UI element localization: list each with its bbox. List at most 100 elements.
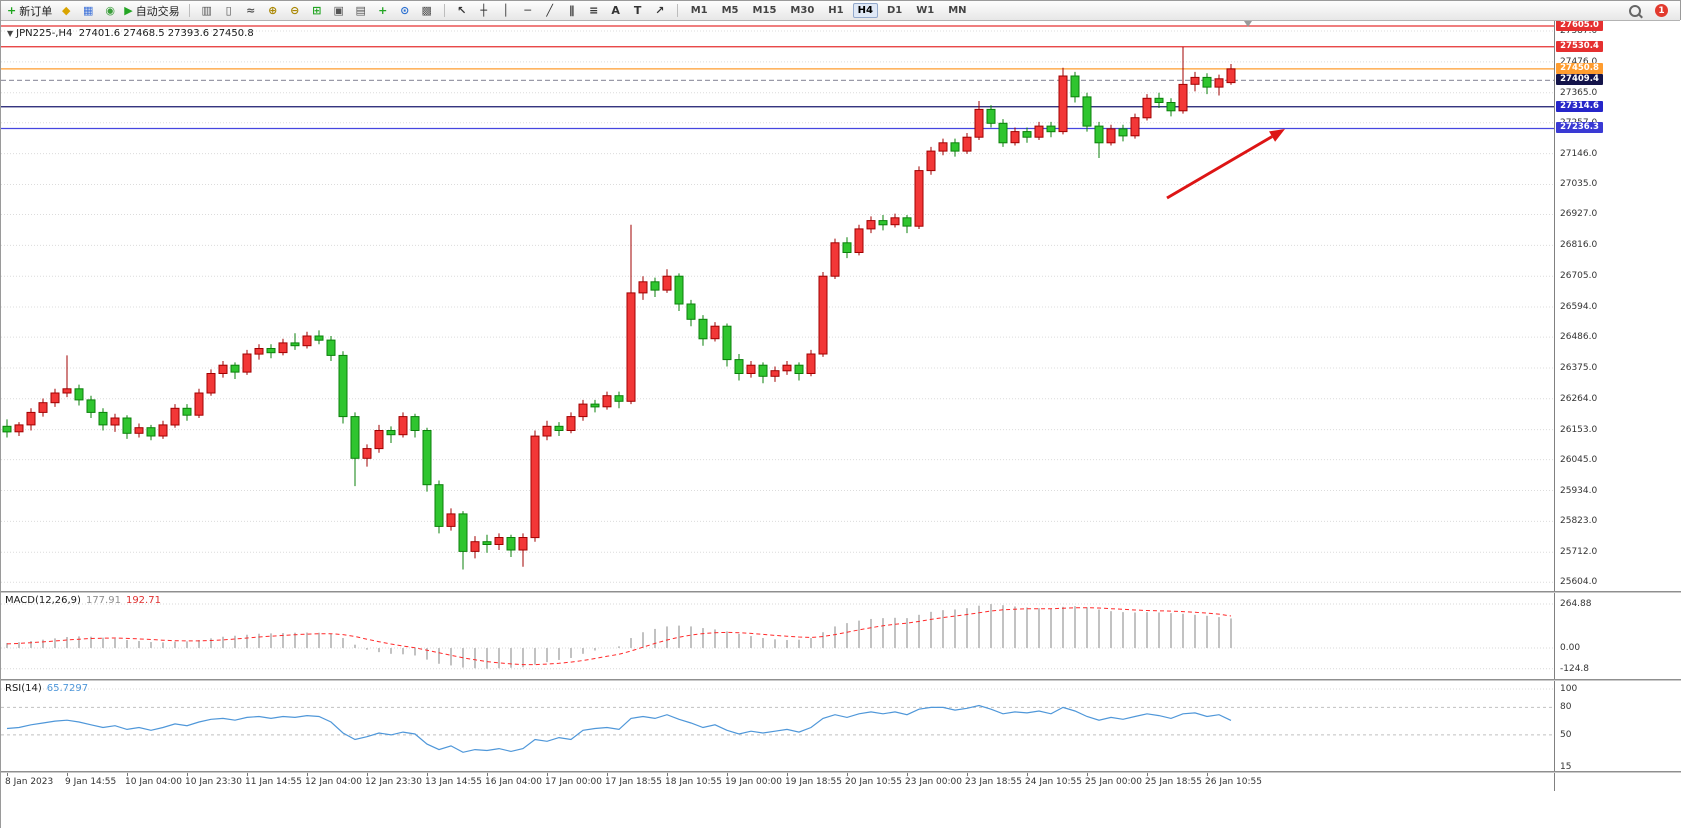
arrow-tools-button[interactable]: ↗ <box>650 3 670 19</box>
toolbar-separator <box>188 4 190 17</box>
time-axis-label: 26 Jan 10:55 <box>1205 777 1262 787</box>
timeframe-mn-button[interactable]: MN <box>948 5 967 16</box>
cursor-button[interactable]: ↖ <box>452 3 472 19</box>
chart-shift-marker[interactable] <box>1244 21 1252 27</box>
bar-chart-button[interactable]: ▥ <box>197 3 217 19</box>
price-axis-label: 25712.0 <box>1560 547 1598 557</box>
timeframe-m30-button[interactable]: M30 <box>790 5 815 16</box>
indicators-icon: + <box>378 4 388 17</box>
price-axis-label: 26705.0 <box>1560 271 1598 281</box>
time-axis-label: 17 Jan 00:00 <box>545 777 602 787</box>
strategy-tester-button[interactable]: ◉ <box>100 3 120 19</box>
time-axis-label: 8 Jan 2023 <box>5 777 54 787</box>
search-button[interactable] <box>1625 3 1645 19</box>
toolbar-separator <box>676 4 678 17</box>
strategy-tester-icon: ◉ <box>105 4 116 17</box>
price-level-chip: 27314.6 <box>1556 101 1603 112</box>
time-axis-label: 24 Jan 10:55 <box>1025 777 1082 787</box>
price-axis-label: 25934.0 <box>1560 486 1598 496</box>
text-label-button[interactable]: T <box>628 3 648 19</box>
time-axis-tick <box>367 773 368 776</box>
chart-title: ▼ JPN225-,H4 27401.6 27468.5 27393.6 2745… <box>7 28 254 39</box>
horizontal-level-lines[interactable] <box>1 25 1554 130</box>
indicators-button[interactable]: + <box>373 3 393 19</box>
profiles-icon: ▦ <box>83 4 94 17</box>
trend-arrow-annotation[interactable] <box>1166 129 1285 200</box>
time-axis[interactable]: 8 Jan 2023 9 Jan 14:55 10 Jan 04:00 10 Jan … <box>1 773 1554 791</box>
price-axis-label: 26264.0 <box>1560 394 1598 404</box>
time-axis-tick <box>1207 773 1208 776</box>
time-axis-tick <box>667 773 668 776</box>
price-axis-label: 26375.0 <box>1560 363 1598 373</box>
rsi-panel[interactable] <box>1 681 1554 771</box>
rsi-value: 65.7297 <box>46 683 89 694</box>
timeframe-m5-button[interactable]: M5 <box>721 5 739 16</box>
zoom-in-button[interactable]: ⊕ <box>263 3 283 19</box>
time-axis-tick <box>487 773 488 776</box>
macd-signal-value: 192.71 <box>125 595 161 606</box>
tile-windows-button[interactable]: ⊞ <box>307 3 327 19</box>
candlestick-chart-button[interactable]: ▯ <box>219 3 239 19</box>
text-label-icon: T <box>633 4 642 17</box>
price-axis-label: 27476.0 <box>1560 57 1598 67</box>
time-axis-tick <box>7 773 8 776</box>
timeframe-m1-button[interactable]: M1 <box>690 5 708 16</box>
panel-splitter[interactable] <box>1 771 1681 773</box>
trendline-button[interactable]: ╱ <box>540 3 560 19</box>
horizontal-line-button[interactable]: ─ <box>518 3 538 19</box>
channel-button[interactable]: ∥ <box>562 3 582 19</box>
price-level-chip: 27605.0 <box>1556 20 1603 31</box>
new-chart-button[interactable]: ◆ <box>56 3 76 19</box>
new-order-button[interactable]: + 新订单 <box>5 3 54 19</box>
rsi-line <box>6 704 1232 753</box>
zoom-out-button[interactable]: ⊖ <box>285 3 305 19</box>
main-chart-plot[interactable] <box>1 20 1554 591</box>
price-level-chip: 27530.4 <box>1556 41 1603 52</box>
trendline-icon: ╱ <box>546 4 553 17</box>
panel-splitter[interactable] <box>1 679 1681 681</box>
macd-histogram <box>6 604 1232 669</box>
vertical-line-button[interactable]: │ <box>496 3 516 19</box>
candlestick-series <box>2 46 1236 570</box>
notification-badge[interactable]: 1 <box>1655 4 1668 17</box>
auto-trading-button[interactable]: ▶ 自动交易 <box>122 3 181 19</box>
line-chart-icon: ≈ <box>246 4 256 17</box>
panel-splitter[interactable] <box>1 591 1681 593</box>
time-axis-label: 25 Jan 18:55 <box>1145 777 1202 787</box>
rsi-level-lines <box>1 688 1554 736</box>
crosshair-button[interactable]: ┼ <box>474 3 494 19</box>
macd-panel[interactable] <box>1 593 1554 679</box>
price-level-chip: 27450.8 <box>1556 63 1603 74</box>
timeframe-w1-button[interactable]: W1 <box>916 5 935 16</box>
periods-button[interactable]: ⊙ <box>395 3 415 19</box>
time-axis-tick <box>187 773 188 776</box>
templates-button[interactable]: ▩ <box>417 3 437 19</box>
timeframe-m15-button[interactable]: M15 <box>752 5 777 16</box>
time-axis-label: 11 Jan 14:55 <box>245 777 302 787</box>
timeframe-d1-button[interactable]: D1 <box>886 5 903 16</box>
timeframe-h1-button[interactable]: H1 <box>828 5 844 16</box>
price-axis-label: 25604.0 <box>1560 577 1598 587</box>
fibonacci-button[interactable]: ≡ <box>584 3 604 19</box>
timeframe-h4-button[interactable]: H4 <box>852 3 878 18</box>
text-button[interactable]: A <box>606 3 626 19</box>
rsi-scale-label: 50 <box>1560 730 1572 740</box>
time-axis-label: 10 Jan 04:00 <box>125 777 182 787</box>
rsi-scale-label: 80 <box>1560 702 1572 712</box>
price-axis-label: 27035.0 <box>1560 179 1598 189</box>
macd-signal-line <box>6 607 1232 666</box>
time-axis-tick <box>67 773 68 776</box>
price-axis[interactable]: 27587.027476.027365.027257.027146.027035… <box>1554 20 1681 791</box>
collapse-icon[interactable]: ▼ <box>7 29 14 38</box>
time-axis-label: 19 Jan 00:00 <box>725 777 782 787</box>
cascade-windows-button[interactable]: ▣ <box>329 3 349 19</box>
profiles-button[interactable]: ▦ <box>78 3 98 19</box>
price-axis-label: 27146.0 <box>1560 149 1598 159</box>
time-axis-label: 23 Jan 00:00 <box>905 777 962 787</box>
price-axis-label: 25823.0 <box>1560 516 1598 526</box>
time-axis-label: 23 Jan 18:55 <box>965 777 1022 787</box>
text-icon: A <box>611 4 620 17</box>
time-axis-label: 17 Jan 18:55 <box>605 777 662 787</box>
arrange-windows-button[interactable]: ▤ <box>351 3 371 19</box>
line-chart-button[interactable]: ≈ <box>241 3 261 19</box>
